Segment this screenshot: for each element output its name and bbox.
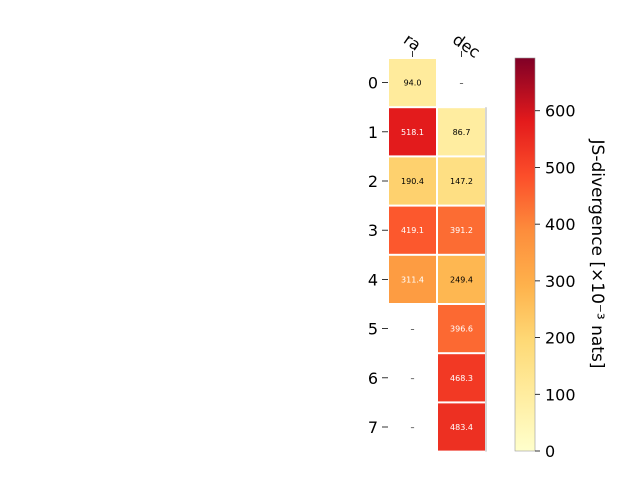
row-tick-label: 0 [368, 74, 378, 93]
colorbar-tick-label: 600 [545, 102, 576, 121]
heatmap-cell [438, 157, 485, 205]
heatmap-cell [438, 354, 485, 402]
cell-value-label: 190.4 [401, 177, 424, 186]
row-tick-label: 6 [368, 369, 378, 388]
cell-value-label: – [411, 325, 415, 334]
colorbar-tick-label: 500 [545, 158, 576, 177]
colorbar: 0 100 200 300 400 500 600 JS-divergence [×10⁻³… [514, 57, 607, 461]
row-tick-label: 1 [368, 123, 378, 142]
row-tick-label: 7 [368, 418, 378, 437]
cell-value-label: – [411, 374, 415, 383]
cell-value-label: 86.7 [453, 128, 471, 137]
heatmap-cell [438, 255, 485, 303]
colorbar-tick-label: 400 [545, 215, 576, 234]
cell-value-label: 94.0 [404, 79, 422, 88]
cell-value-label: 468.3 [450, 374, 473, 383]
row-tick-labels: 0 1 2 3 4 5 6 7 [368, 74, 388, 437]
cell-value-label: – [460, 79, 464, 88]
heatmap-cell [389, 206, 436, 254]
row-tick-label: 5 [368, 320, 378, 339]
colorbar-tick-label: 100 [545, 385, 576, 404]
row-tick-label: 2 [368, 172, 378, 191]
heatmap-cell [438, 108, 485, 156]
cell-value-label: – [411, 423, 415, 432]
heatmap-cell [389, 59, 436, 107]
cell-value-label: 391.2 [450, 226, 473, 235]
column-tick-labels: ra dec [400, 30, 483, 62]
cell-value-label: 147.2 [450, 177, 473, 186]
cell-value-label: 249.4 [450, 275, 473, 284]
colorbar-gradient [514, 57, 536, 452]
column-tick-label: dec [449, 30, 483, 62]
heatmap-matrix: 94.0 – 518.1 86.7 190.4 147.2 419.1 391.2 311.4 2… [389, 59, 487, 452]
colorbar-tick-label: 200 [545, 329, 576, 348]
colorbar-ticks: 0 100 200 300 400 500 600 [535, 102, 576, 461]
heatmap-cell [438, 403, 485, 451]
cell-value-label: 518.1 [401, 128, 424, 137]
cell-value-label: 419.1 [401, 226, 424, 235]
colorbar-tick-label: 0 [545, 442, 555, 461]
heatmap-cell [389, 255, 436, 303]
heatmap-cell [438, 305, 485, 353]
cell-value-label: 311.4 [401, 275, 424, 284]
colorbar-label: JS-divergence [×10⁻³ nats] [587, 139, 607, 369]
heatmap-cell [389, 108, 436, 156]
cell-value-label: 396.6 [450, 325, 473, 334]
row-tick-label: 4 [368, 270, 378, 289]
heatmap-cell [389, 157, 436, 205]
heatmap-cell [438, 206, 485, 254]
colorbar-tick-label: 300 [545, 272, 576, 291]
cell-value-label: 483.4 [450, 423, 473, 432]
column-tick-label: ra [400, 30, 424, 55]
row-tick-label: 3 [368, 221, 378, 240]
